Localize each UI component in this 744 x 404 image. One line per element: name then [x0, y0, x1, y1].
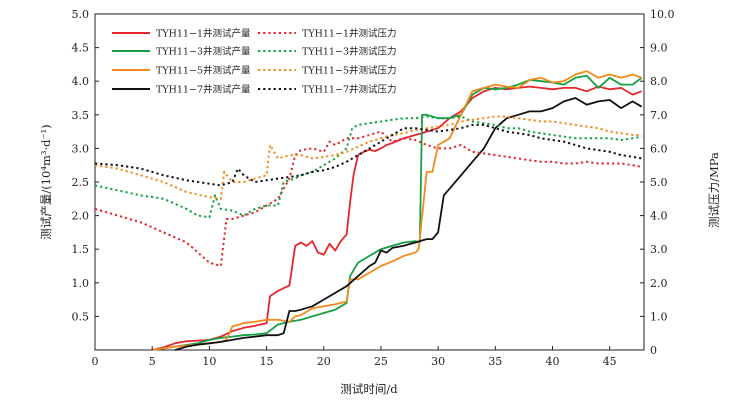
legend-label: TYH11−3井测试压力 — [302, 46, 397, 58]
y-right-tick-label: 8.0 — [650, 75, 668, 88]
y-left-tick-label: 4.5 — [72, 42, 90, 55]
y-right-tick-label: 0 — [650, 344, 657, 357]
x-tick-label: 30 — [431, 355, 445, 368]
y-left-tick-label: 2.5 — [72, 176, 90, 189]
legend-label: TYH11−7井测试产量 — [156, 84, 251, 96]
y-left-tick-label: 3.0 — [72, 142, 90, 155]
series-layer — [94, 70, 643, 351]
y-right-tick-label: 3.0 — [650, 243, 668, 256]
x-tick-label: 20 — [317, 355, 331, 368]
y-right-tick-label: 2.0 — [650, 277, 668, 290]
x-tick-label: 45 — [603, 355, 617, 368]
legend-item-7: TYH11−5井测试压力 — [258, 65, 397, 77]
legend-item-3: TYH11−5井测试产量 — [112, 65, 251, 77]
series-line-6 — [94, 115, 642, 219]
x-tick-label: 0 — [92, 355, 99, 368]
x-tick-label: 40 — [546, 355, 560, 368]
legend-item-5: TYH11−1井测试压力 — [258, 28, 397, 40]
legend-item-8: TYH11−7井测试压力 — [258, 84, 397, 96]
legend-label: TYH11−3井测试产量 — [156, 46, 251, 58]
y-left-tick-label: 2.0 — [72, 210, 90, 223]
ticks-layer: 0 5 10 15 20 25 30 35 40 45 0.5 1.0 1.5 2.0 2.5 3.0 3.5 4… — [72, 8, 675, 368]
y-axis-left-title: 测试产量/(10⁴m³·d⁻¹) — [39, 124, 53, 239]
y-axis-right-title: 测试压力/MPa — [707, 152, 721, 228]
series-line-3 — [152, 70, 643, 351]
x-tick-label: 25 — [374, 355, 388, 368]
legend-label: TYH11−1井测试压力 — [302, 28, 397, 40]
y-right-tick-label: 7.0 — [650, 109, 668, 122]
y-right-tick-label: 4.0 — [650, 210, 668, 223]
y-left-tick-label: 1.0 — [72, 277, 90, 290]
y-right-tick-label: 9.0 — [650, 42, 668, 55]
series-line-1 — [151, 85, 643, 351]
series-line-4 — [174, 97, 643, 351]
legend-label: TYH11−1井测试产量 — [156, 28, 251, 40]
x-tick-label: 5 — [149, 355, 156, 368]
legend-label: TYH11−7井测试压力 — [302, 84, 397, 96]
legend: TYH11−1井测试产量 TYH11−3井测试产量 TYH11−5井测试产量 TYH1… — [112, 28, 397, 96]
series-line-2 — [152, 74, 643, 351]
legend-label: TYH11−5井测试产量 — [156, 65, 251, 77]
y-left-tick-label: 1.5 — [72, 243, 90, 256]
legend-item-6: TYH11−3井测试压力 — [258, 46, 397, 58]
x-tick-label: 35 — [488, 355, 502, 368]
x-tick-label: 15 — [260, 355, 274, 368]
series-line-7 — [94, 115, 642, 200]
y-left-tick-label: 4.0 — [72, 75, 90, 88]
plot-frame — [94, 13, 645, 351]
legend-label: TYH11−5井测试压力 — [302, 65, 397, 77]
x-tick-label: 10 — [202, 355, 216, 368]
legend-item-2: TYH11−3井测试产量 — [112, 46, 251, 58]
y-left-tick-label: 3.5 — [72, 109, 90, 122]
x-axis-title: 测试时间/d — [340, 382, 398, 396]
series-line-5 — [94, 130, 642, 267]
y-right-tick-label: 1.0 — [650, 310, 668, 323]
y-right-tick-label: 6.0 — [650, 142, 668, 155]
legend-item-1: TYH11−1井测试产量 — [112, 28, 251, 40]
y-left-tick-label: 5.0 — [72, 8, 90, 21]
legend-item-4: TYH11−7井测试产量 — [112, 84, 251, 96]
series-line-8 — [94, 123, 642, 187]
y-right-tick-label: 5.0 — [650, 176, 668, 189]
y-left-tick-label: 0.5 — [72, 310, 90, 323]
y-right-tick-label: 10.0 — [650, 8, 675, 21]
